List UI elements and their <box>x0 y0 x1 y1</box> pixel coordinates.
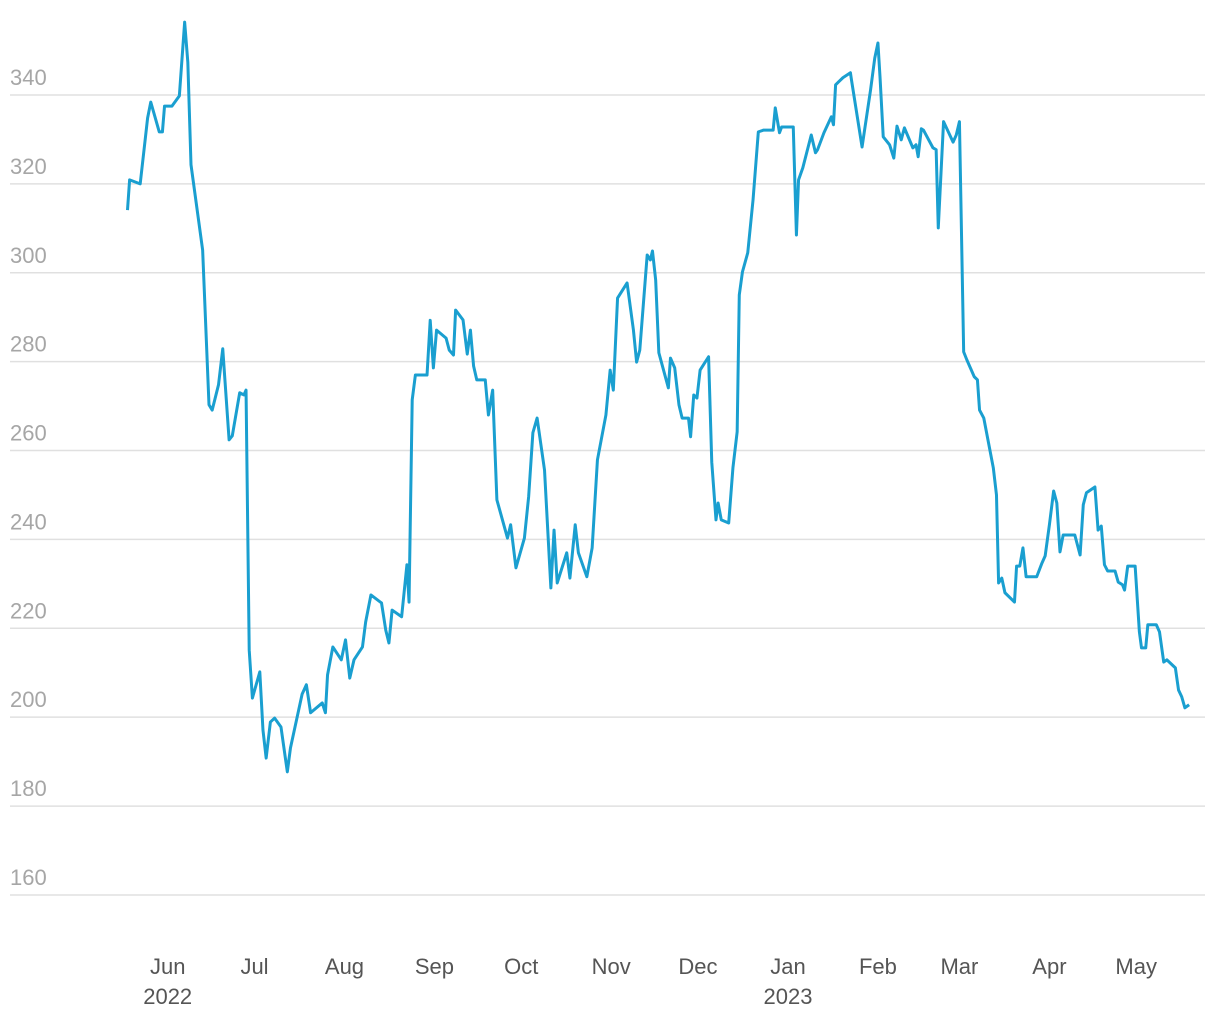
x-tick-label: May <box>1115 954 1157 979</box>
x-tick-label: Jul <box>240 954 268 979</box>
x-tick-label: Sep <box>415 954 454 979</box>
y-tick-label: 320 <box>10 154 47 179</box>
x-tick-label: Jan <box>770 954 805 979</box>
x-tick-label: Apr <box>1032 954 1066 979</box>
x-tick-label: Feb <box>859 954 897 979</box>
x-tick-label: Mar <box>940 954 978 979</box>
y-tick-label: 300 <box>10 243 47 268</box>
x-year-label: 2022 <box>143 984 192 1009</box>
x-tick-label: Dec <box>678 954 717 979</box>
y-tick-label: 160 <box>10 865 47 890</box>
y-tick-label: 180 <box>10 776 47 801</box>
x-tick-label: Jun <box>150 954 185 979</box>
y-tick-label: 260 <box>10 421 47 446</box>
price-line <box>125 20 1191 774</box>
y-tick-label: 280 <box>10 332 47 357</box>
x-year-label: 2023 <box>763 984 812 1009</box>
x-tick-label: Oct <box>504 954 538 979</box>
y-tick-label: 240 <box>10 509 47 534</box>
y-tick-label: 200 <box>10 687 47 712</box>
y-tick-label: 340 <box>10 65 47 90</box>
x-tick-label: Aug <box>325 954 364 979</box>
x-tick-label: Nov <box>592 954 631 979</box>
y-tick-label: 220 <box>10 598 47 623</box>
